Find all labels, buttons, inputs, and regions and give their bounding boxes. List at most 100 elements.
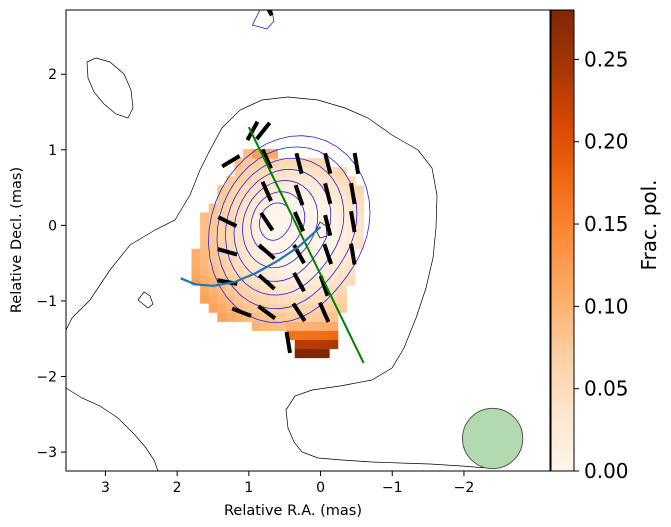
frac-pol-pixel (243, 276, 253, 286)
frac-pol-pixel (311, 239, 322, 250)
frac-pol-pixel (303, 303, 313, 313)
frac-pol-pixel (294, 339, 304, 350)
frac-pol-pixel (260, 221, 270, 232)
frac-pol-pixel (268, 294, 279, 304)
evpa-stick (291, 302, 307, 323)
colorbar-tick-label: 0.15 (584, 212, 629, 236)
frac-pol-pixel (294, 266, 304, 277)
frac-pol-pixel (286, 303, 296, 313)
frac-pol-pixel (294, 257, 304, 268)
frac-pol-pixel (337, 276, 347, 286)
frac-pol-pixel (217, 266, 227, 277)
frac-pol-pixel (268, 185, 279, 195)
frac-pol-pixel (191, 248, 201, 259)
jet-axis-line (247, 126, 365, 364)
frac-pol-pixel (286, 248, 296, 259)
frac-pol-pixel (329, 203, 339, 214)
frac-pol-pixel (277, 266, 287, 277)
frac-pol-pixel (354, 221, 365, 232)
frac-pol-pixel (260, 312, 270, 322)
x-axis-ticks: 3 2 1 0 −1 −2 (101, 471, 474, 496)
frac-pol-pixel (277, 158, 287, 168)
frac-pol-pixel (251, 212, 261, 223)
frac-pol-pixel (208, 239, 218, 250)
frac-pol-pixel (217, 239, 227, 250)
frac-pol-pixel (329, 185, 339, 195)
frac-pol-pixel (277, 239, 287, 250)
frac-pol-pixel (251, 294, 261, 304)
frac-pol-pixel (311, 330, 322, 340)
y-tick-label: 1 (48, 143, 57, 159)
y-tick-label: −3 (36, 445, 57, 461)
evpa-stick (323, 152, 333, 175)
evpa-stick (323, 182, 333, 205)
frac-pol-pixel (277, 230, 287, 241)
frac-pol-pixel (320, 257, 330, 268)
frac-pol-pixel (286, 167, 296, 177)
frac-pol-pixel (320, 330, 330, 340)
frac-pol-pixel (251, 176, 261, 186)
frac-pol-pixel (260, 203, 270, 214)
frac-pol-pixel (234, 248, 244, 259)
x-tick-label: 1 (244, 480, 253, 496)
blue-contour-top (251, 10, 275, 30)
frac-pol-pixel (286, 294, 296, 304)
frac-pol-pixel (260, 294, 270, 304)
frac-pol-pixel (243, 194, 253, 204)
evpa-stick (260, 180, 273, 202)
evpa-stick (318, 301, 331, 323)
frac-pol-pixel (234, 303, 244, 313)
evpa-stick (245, 120, 260, 142)
frac-pol-pixel (294, 239, 304, 250)
frac-pol-pixel (311, 339, 322, 350)
y-axis-title: Relative Decl. (mas) (9, 167, 25, 313)
polarized-contours (208, 10, 371, 323)
y-tick-label: −2 (36, 370, 57, 386)
frac-pol-pixel (303, 348, 313, 359)
evpa-stick (284, 331, 292, 354)
frac-pol-pixel (260, 194, 270, 204)
frac-pol-pixel (311, 276, 322, 286)
frac-pol-pixel (320, 276, 330, 286)
frac-pol-pixel (337, 176, 347, 186)
evpa-stick (260, 148, 273, 170)
frac-pol-pixel (234, 158, 244, 168)
frac-pol-pixel (234, 221, 244, 232)
frac-pol-pixel (251, 221, 261, 232)
frac-pol-pixel (337, 266, 347, 277)
frac-pol-pixel (311, 257, 322, 268)
frac-pol-pixel (337, 257, 347, 268)
frac-pol-pixel (286, 221, 296, 232)
frac-pol-pixel (251, 321, 261, 331)
frac-pol-pixel (208, 285, 218, 295)
frac-pol-pixel (294, 203, 304, 214)
frac-pol-pixel (251, 303, 261, 313)
frac-pol-pixel (243, 257, 253, 268)
frac-pol-pixel (286, 285, 296, 295)
evpa-stick (266, 10, 274, 17)
blue-contour-level (225, 157, 345, 296)
frac-pol-pixel (208, 221, 218, 232)
x-tick-label: 3 (101, 480, 110, 496)
frac-pol-pixel (286, 330, 296, 340)
frac-pol-pixel (337, 239, 347, 250)
frac-pol-pixel (311, 212, 322, 223)
evpa-stick (221, 154, 241, 169)
frac-pol-pixel (286, 276, 296, 286)
frac-pol-pixel (294, 285, 304, 295)
frac-pol-pixel (311, 158, 322, 168)
frac-pol-pixel (320, 176, 330, 186)
frac-pol-pixel (329, 167, 339, 177)
evpa-stick (349, 243, 357, 265)
y-tick-label: 2 (48, 67, 57, 83)
frac-pol-pixel (251, 149, 261, 159)
frac-pol-pixel (277, 248, 287, 259)
frac-pol-pixel (346, 257, 356, 268)
frac-pol-pixel (337, 303, 347, 313)
frac-pol-pixel (294, 294, 304, 304)
frac-pol-pixel (251, 248, 261, 259)
frac-pol-pixel (260, 248, 270, 259)
evpa-stick (255, 121, 272, 141)
frac-pol-pixel (286, 185, 296, 195)
